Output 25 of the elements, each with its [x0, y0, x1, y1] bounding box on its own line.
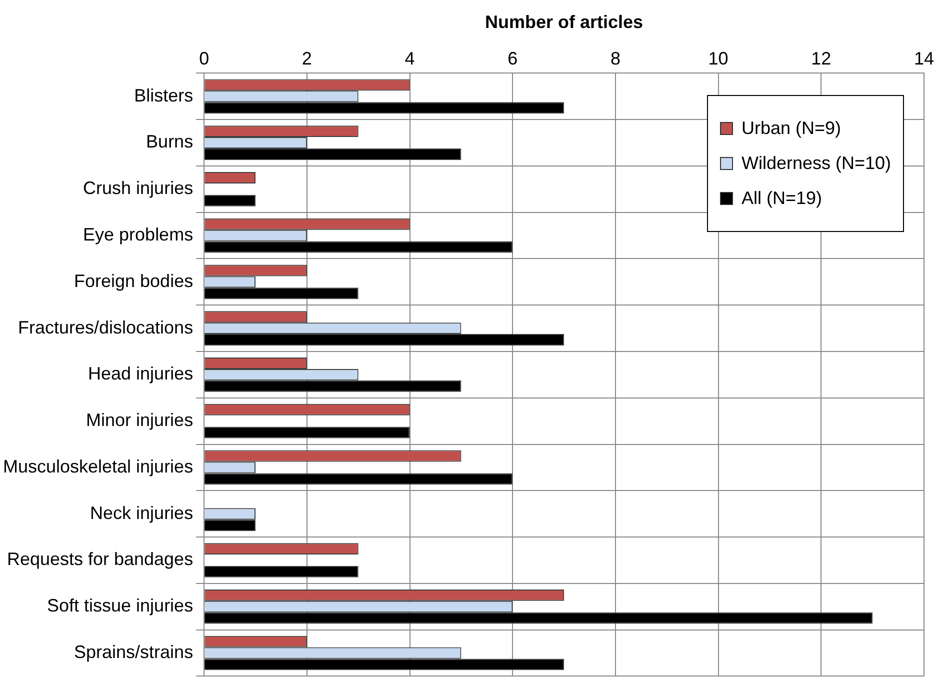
x-tick-label: 6 — [508, 48, 518, 68]
y-tick-label: Requests for bandages — [6, 549, 194, 570]
x-tick-label: 2 — [302, 48, 312, 68]
y-tick-label: Head injuries — [88, 364, 194, 384]
y-tick-label: Neck injuries — [90, 502, 194, 523]
y-tick-label: Foreign bodies — [74, 270, 194, 291]
y-tick-label: Fractures/dislocations — [18, 317, 194, 338]
y-tick-label: Burns — [146, 132, 194, 152]
x-tick-label: 0 — [199, 48, 210, 68]
x-tick-label: 12 — [811, 48, 832, 68]
x-tick-label: 10 — [708, 48, 728, 68]
y-tick-label: Musculoskeletal injuries — [2, 456, 194, 476]
legend-label: All (N=19) — [741, 188, 822, 210]
y-tick-label: Blisters — [134, 85, 194, 106]
legend-label: Wilderness (N=10) — [741, 153, 891, 174]
y-tick-label: Soft tissue injuries — [47, 596, 194, 616]
y-tick-label: Sprains/strains — [74, 642, 194, 662]
x-tick-label: 14 — [914, 48, 934, 68]
y-tick-label: Crush injuries — [83, 178, 194, 198]
legend-label: Urban (N=9) — [741, 118, 841, 140]
x-tick-label: 8 — [610, 48, 620, 68]
y-tick-label: Eye problems — [83, 224, 194, 245]
y-tick-label: Minor injuries — [86, 410, 194, 430]
x-axis-title: Number of articles — [485, 12, 644, 32]
x-tick-label: 4 — [404, 48, 415, 68]
